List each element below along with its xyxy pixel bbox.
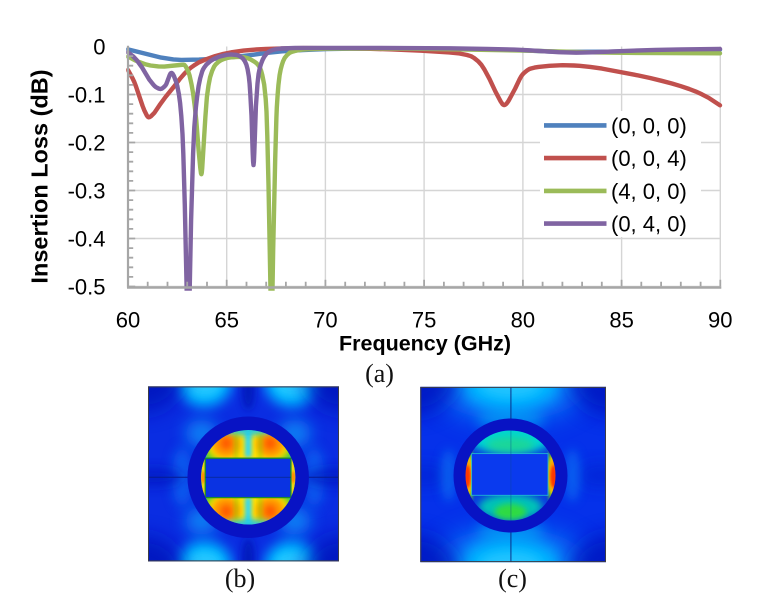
- svg-text:70: 70: [313, 307, 337, 332]
- svg-text:-0.2: -0.2: [68, 130, 106, 155]
- svg-text:(0, 0, 4): (0, 0, 4): [611, 146, 687, 171]
- svg-text:(0, 4, 0): (0, 4, 0): [611, 212, 687, 237]
- svg-text:(0, 0, 0): (0, 0, 0): [611, 113, 687, 138]
- svg-text:85: 85: [609, 307, 633, 332]
- svg-text:Insertion Loss (dB): Insertion Loss (dB): [27, 69, 53, 283]
- svg-text:(a): (a): [365, 359, 394, 388]
- svg-text:-0.1: -0.1: [68, 82, 106, 107]
- svg-text:75: 75: [412, 307, 436, 332]
- svg-text:-0.3: -0.3: [68, 178, 106, 203]
- svg-text:60: 60: [116, 307, 140, 332]
- svg-text:90: 90: [708, 307, 732, 332]
- svg-text:65: 65: [214, 307, 238, 332]
- svg-text:Frequency (GHz): Frequency (GHz): [339, 332, 511, 356]
- svg-text:-0.4: -0.4: [68, 226, 106, 251]
- svg-text:0: 0: [93, 34, 105, 59]
- svg-text:-0.5: -0.5: [68, 274, 106, 299]
- svg-text:80: 80: [511, 307, 535, 332]
- svg-text:(c): (c): [498, 564, 527, 593]
- svg-text:(4, 0, 0): (4, 0, 0): [611, 179, 687, 204]
- svg-text:(b): (b): [225, 564, 255, 593]
